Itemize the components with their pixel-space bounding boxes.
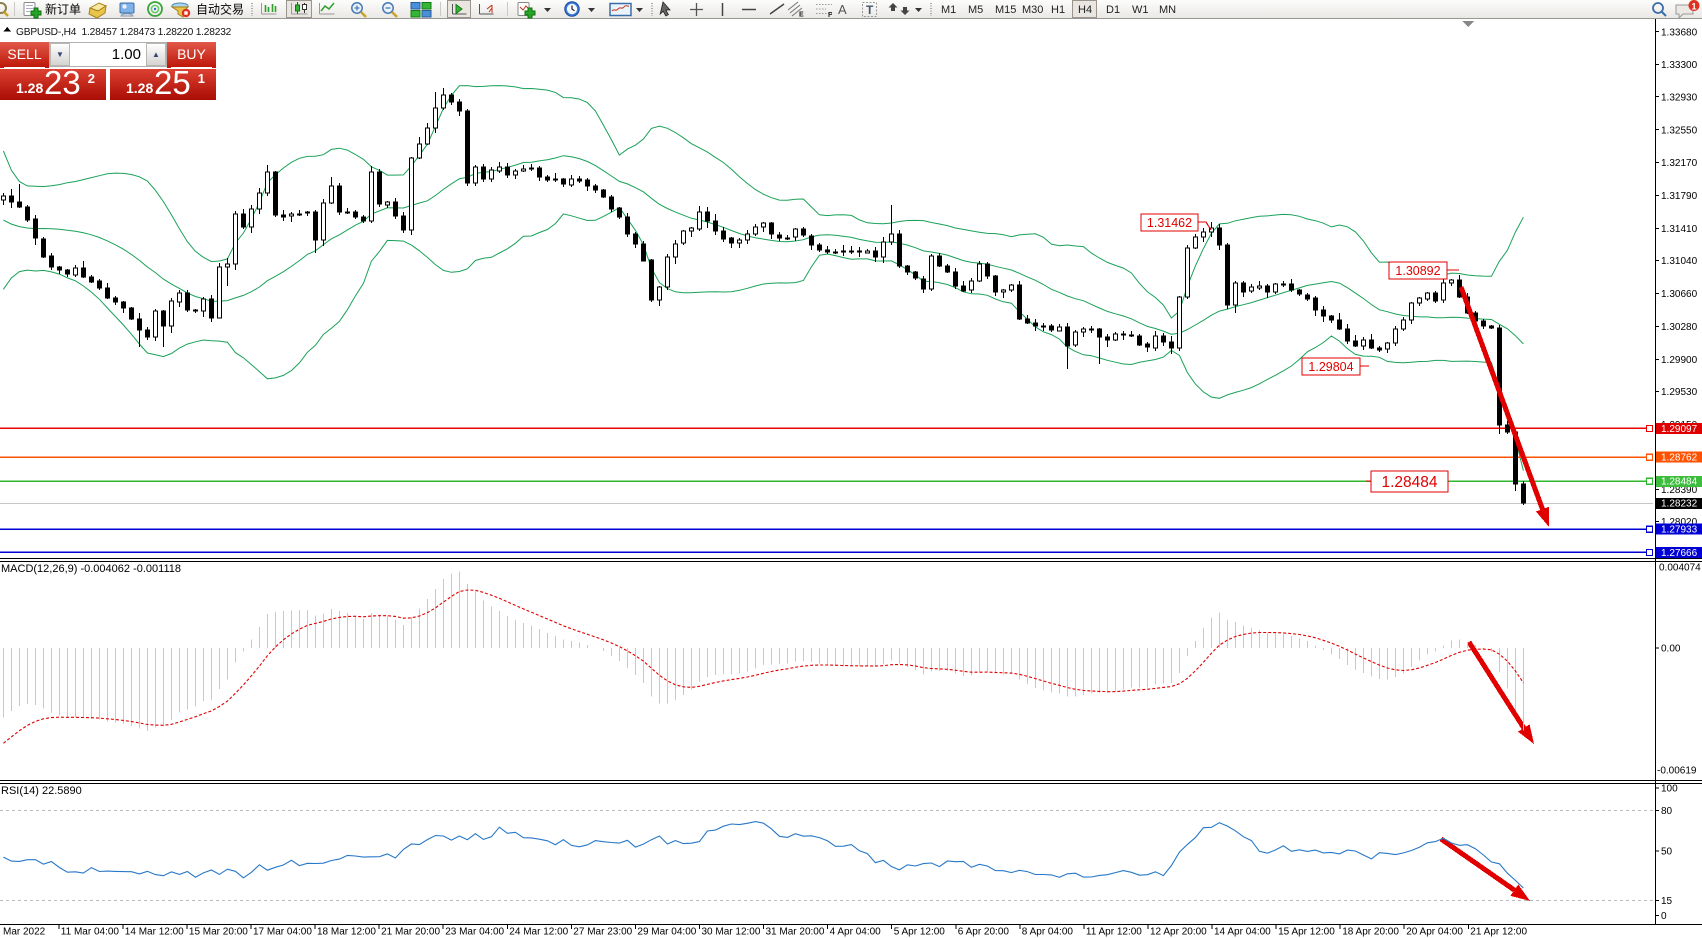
svg-text:M5: M5 <box>968 4 983 16</box>
svg-text:1.29804: 1.29804 <box>1308 360 1353 374</box>
svg-text:A: A <box>838 2 847 17</box>
svg-text:新订单: 新订单 <box>45 2 81 17</box>
svg-text:GBPUSD-,H4 1.28457 1.28473 1.: GBPUSD-,H4 1.28457 1.28473 1.28220 1.282… <box>16 27 232 38</box>
svg-text:20 Apr 04:00: 20 Apr 04:00 <box>1406 927 1463 938</box>
svg-text:1.32170: 1.32170 <box>1661 158 1698 169</box>
svg-text:1.30660: 1.30660 <box>1661 289 1698 300</box>
svg-text:1.28020: 1.28020 <box>1661 517 1698 528</box>
svg-text:1.28232: 1.28232 <box>1661 499 1698 510</box>
svg-text:100: 100 <box>1661 784 1678 795</box>
svg-text:5 Apr 12:00: 5 Apr 12:00 <box>894 927 946 938</box>
svg-text:18 Apr 20:00: 18 Apr 20:00 <box>1342 927 1399 938</box>
svg-text:17 Mar 04:00: 17 Mar 04:00 <box>253 927 312 938</box>
svg-text:1.32550: 1.32550 <box>1661 125 1698 136</box>
svg-text:8 Apr 04:00: 8 Apr 04:00 <box>1022 927 1074 938</box>
svg-text:0: 0 <box>1661 911 1667 922</box>
svg-text:D1: D1 <box>1106 4 1120 16</box>
svg-text:21 Mar 20:00: 21 Mar 20:00 <box>381 927 440 938</box>
svg-text:M1: M1 <box>941 4 956 16</box>
svg-text:1.30892: 1.30892 <box>1395 264 1440 278</box>
svg-text:Mar 2022: Mar 2022 <box>3 927 46 938</box>
svg-text:50: 50 <box>1661 847 1673 858</box>
svg-text:4 Apr 04:00: 4 Apr 04:00 <box>830 927 882 938</box>
svg-text:29 Mar 04:00: 29 Mar 04:00 <box>637 927 696 938</box>
svg-text:31 Mar 20:00: 31 Mar 20:00 <box>766 927 825 938</box>
svg-text:27 Mar 23:00: 27 Mar 23:00 <box>573 927 632 938</box>
svg-text:MACD(12,26,9) -0.004062 -0.001: MACD(12,26,9) -0.004062 -0.001118 <box>1 563 181 575</box>
svg-text:W1: W1 <box>1132 4 1149 16</box>
svg-text:1.29530: 1.29530 <box>1661 387 1698 398</box>
svg-text:30 Mar 12:00: 30 Mar 12:00 <box>702 927 761 938</box>
svg-text:80: 80 <box>1661 806 1673 817</box>
svg-text:1.31462: 1.31462 <box>1147 216 1192 230</box>
svg-text:1.28390: 1.28390 <box>1661 485 1698 496</box>
svg-text:1.28762: 1.28762 <box>1661 453 1698 464</box>
svg-text:1.33300: 1.33300 <box>1661 60 1698 71</box>
svg-text:H4: H4 <box>1078 4 1092 16</box>
svg-text:RSI(14) 22.5890: RSI(14) 22.5890 <box>1 785 82 797</box>
svg-text:1.33680: 1.33680 <box>1661 27 1698 38</box>
svg-text:1.30280: 1.30280 <box>1661 322 1698 333</box>
svg-text:1.27933: 1.27933 <box>1661 525 1698 536</box>
svg-text:23 Mar 04:00: 23 Mar 04:00 <box>445 927 504 938</box>
svg-text:24 Mar 12:00: 24 Mar 12:00 <box>509 927 568 938</box>
svg-text:自动交易: 自动交易 <box>196 2 244 17</box>
svg-text:H1: H1 <box>1051 4 1065 16</box>
svg-text:11 Apr 12:00: 11 Apr 12:00 <box>1086 927 1142 938</box>
svg-text:18 Mar 12:00: 18 Mar 12:00 <box>317 927 376 938</box>
svg-text:-0.00619: -0.00619 <box>1657 766 1697 777</box>
svg-text:1.31410: 1.31410 <box>1661 224 1698 235</box>
svg-text:14 Apr 04:00: 14 Apr 04:00 <box>1214 927 1271 938</box>
svg-text:T: T <box>866 3 874 17</box>
svg-text:14 Mar 12:00: 14 Mar 12:00 <box>125 927 184 938</box>
svg-text:0.004074: 0.004074 <box>1659 563 1701 574</box>
svg-text:F: F <box>828 12 833 19</box>
svg-text:M30: M30 <box>1022 4 1043 16</box>
svg-text:1.27666: 1.27666 <box>1661 548 1698 559</box>
svg-text:15 Apr 12:00: 15 Apr 12:00 <box>1278 927 1335 938</box>
svg-text:12 Apr 20:00: 12 Apr 20:00 <box>1150 927 1207 938</box>
svg-text:1.29900: 1.29900 <box>1661 355 1698 366</box>
svg-text:1.31790: 1.31790 <box>1661 191 1698 202</box>
svg-text:E: E <box>799 12 804 19</box>
svg-text:1.32930: 1.32930 <box>1661 92 1698 103</box>
svg-text:1.28484: 1.28484 <box>1661 477 1698 488</box>
svg-text:6 Apr 20:00: 6 Apr 20:00 <box>958 927 1010 938</box>
svg-text:21 Apr 12:00: 21 Apr 12:00 <box>1470 927 1527 938</box>
svg-text:15: 15 <box>1661 896 1673 907</box>
svg-text:11 Mar 04:00: 11 Mar 04:00 <box>61 927 120 938</box>
svg-text:1.29097: 1.29097 <box>1661 424 1698 435</box>
svg-text:15 Mar 20:00: 15 Mar 20:00 <box>189 927 248 938</box>
svg-text:1.28484: 1.28484 <box>1381 474 1437 491</box>
svg-text:MN: MN <box>1159 4 1176 16</box>
svg-text:1.31040: 1.31040 <box>1661 256 1698 267</box>
svg-text:0.00: 0.00 <box>1661 644 1681 655</box>
svg-text:1: 1 <box>1692 1 1697 11</box>
svg-text:M15: M15 <box>995 4 1016 16</box>
